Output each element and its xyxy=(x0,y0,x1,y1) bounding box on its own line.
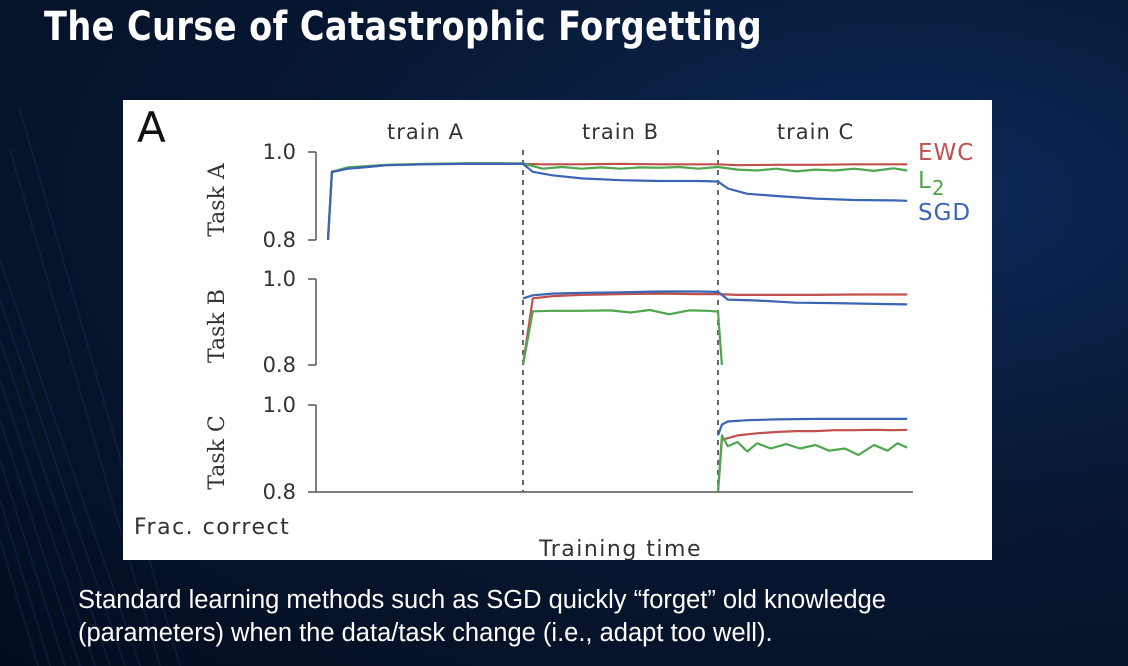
legend-label-l2: L2 xyxy=(918,168,946,200)
subplot-label-0: Task A xyxy=(205,162,230,237)
phase-label-1: train B xyxy=(582,120,659,144)
legend-text-sgd: SGD xyxy=(918,200,971,226)
y-tick-label-top-1: 1.0 xyxy=(263,267,296,291)
x-axis-label: Training time xyxy=(538,537,702,560)
legend-text-l2: L xyxy=(918,168,932,194)
series-line-l2-0 xyxy=(326,162,908,241)
phase-label-2: train C xyxy=(777,120,854,144)
caption-line-2: (parameters) when the data/task change (… xyxy=(78,619,773,647)
slide-caption: Standard learning methods such as SGD qu… xyxy=(78,584,1118,650)
y-tick-label-top-2: 1.0 xyxy=(263,393,296,417)
y-tick-label-top-0: 1.0 xyxy=(263,140,296,164)
series-line-ewc-2 xyxy=(716,428,908,493)
y-tick-label-bottom-1: 0.8 xyxy=(263,353,296,377)
series-line-sgd-2 xyxy=(716,417,908,436)
series-line-ewc-0 xyxy=(326,162,908,241)
y-tick-label-bottom-0: 0.8 xyxy=(263,228,296,252)
series-line-ewc-1 xyxy=(521,292,908,366)
series-line-l2-2 xyxy=(716,434,908,493)
legend-label-ewc: EWC xyxy=(918,140,974,166)
series-line-sgd-0 xyxy=(326,162,908,241)
subplot-label-2: Task C xyxy=(205,415,230,490)
phase-label-0: train A xyxy=(387,120,464,144)
series-line-sgd-1 xyxy=(522,290,908,306)
slide-title: The Curse of Catastrophic Forgetting xyxy=(44,4,763,50)
legend-text-ewc: EWC xyxy=(918,140,974,166)
y-axis-label: Frac. correct xyxy=(134,515,290,540)
y-tick-label-bottom-2: 0.8 xyxy=(263,480,296,504)
panel-label: A xyxy=(137,103,166,152)
subplot-label-1: Task B xyxy=(205,289,230,363)
legend-label-sgd: SGD xyxy=(918,200,971,226)
legend-subscript-l2: 2 xyxy=(932,176,946,200)
series-line-l2-1 xyxy=(521,308,723,366)
caption-line-1: Standard learning methods such as SGD qu… xyxy=(78,586,886,614)
